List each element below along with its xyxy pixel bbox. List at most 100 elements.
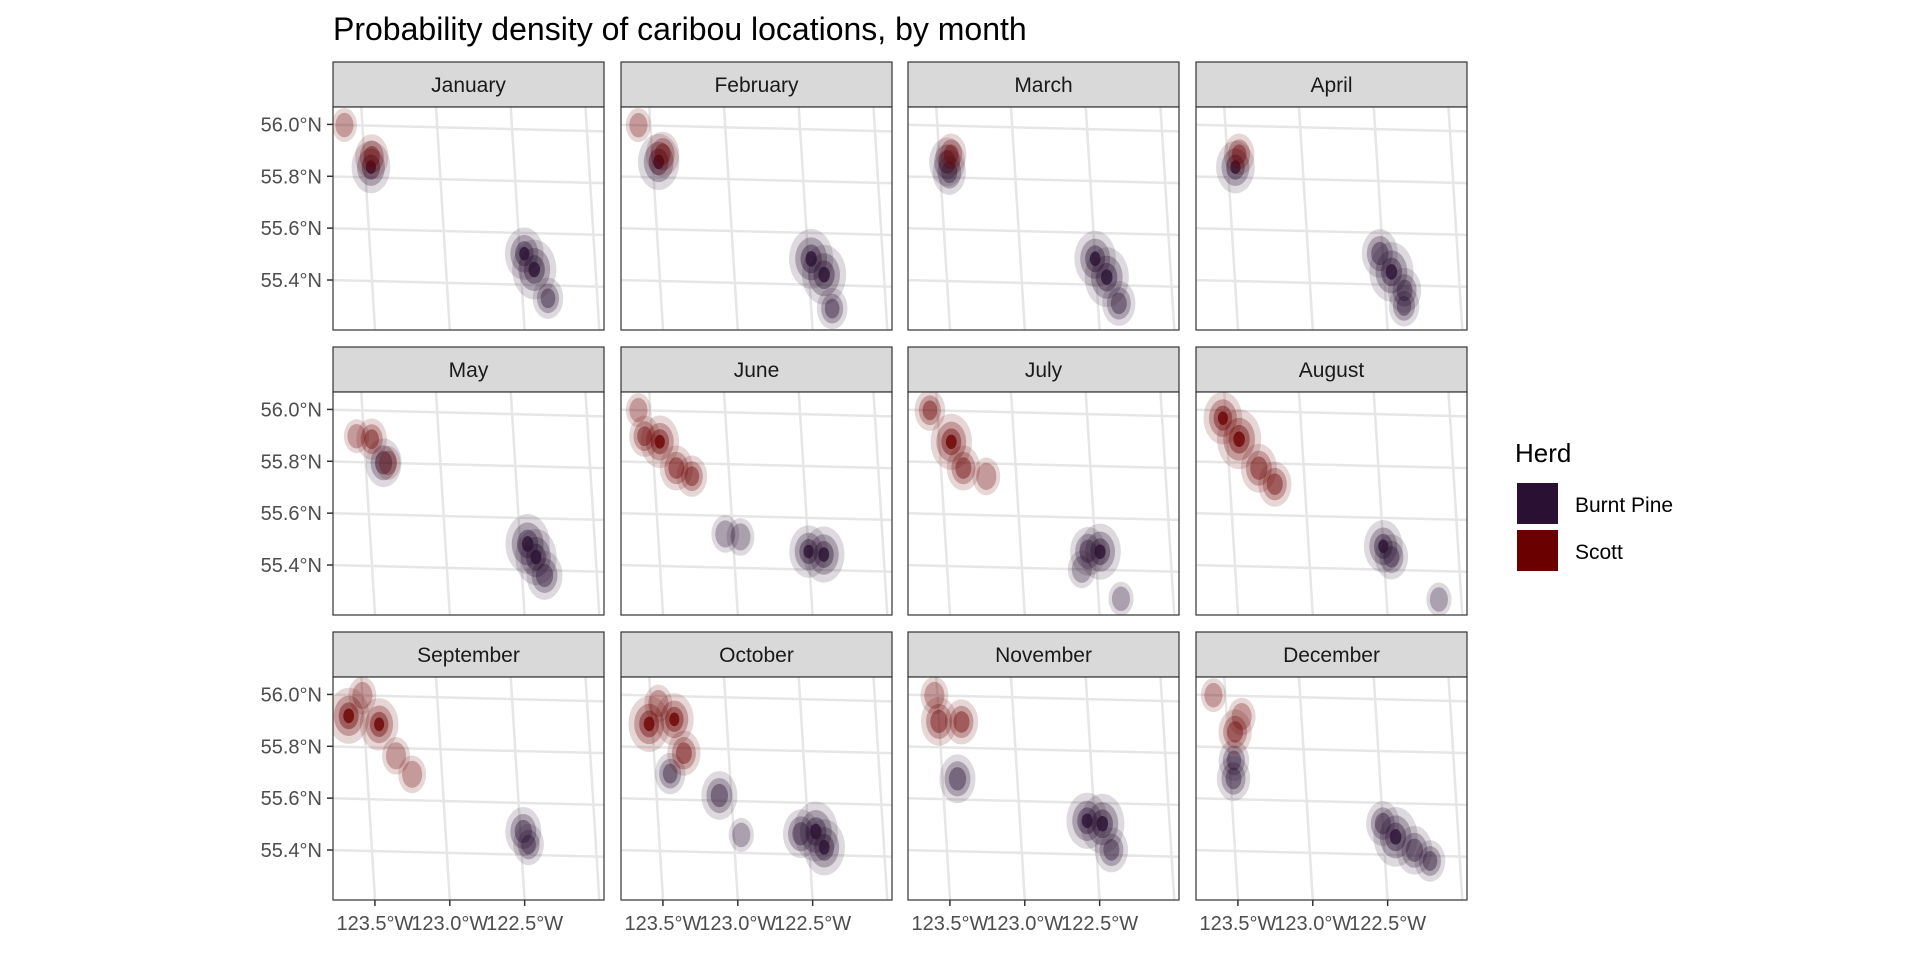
graticule-meridian (584, 677, 601, 900)
density-contour-scott (398, 755, 427, 794)
facet-label: October (719, 644, 794, 667)
graticule-parallel (333, 460, 604, 470)
panel-border (332, 676, 605, 901)
panel-border (907, 676, 1180, 901)
graticule-parallel (1196, 563, 1467, 573)
facet-panel-january: January 56.0°N 55.8°N 55.6°N 55.4°N (261, 61, 605, 331)
graticule-meridian (434, 677, 452, 900)
graticule-parallel (333, 512, 604, 522)
density-contour-burnt-pine (370, 445, 397, 481)
density-contour-burnt-pine (726, 518, 755, 556)
density-contour-scott (940, 139, 963, 170)
density-contour-scott (1227, 697, 1256, 736)
panel-border (620, 391, 893, 616)
density-contour-scott (955, 457, 972, 479)
facet-strip (907, 61, 1180, 108)
density-contour-burnt-pine (1221, 762, 1246, 795)
graticule-parallel (561, 900, 952, 910)
graticule-parallel (333, 693, 604, 703)
density-contour-scott (363, 145, 380, 168)
graticule-meridian (797, 677, 814, 900)
facet-label: March (1014, 74, 1072, 97)
density-contour-scott (1258, 461, 1292, 507)
density-contour-burnt-pine (948, 767, 967, 791)
density-contour-burnt-pine (519, 246, 530, 261)
x-tick-label: 122.5°W (1349, 913, 1426, 935)
graticule-parallel (621, 563, 892, 573)
graticule-meridian (434, 392, 452, 615)
density-contour-scott (347, 423, 366, 449)
graticule-meridian (1009, 392, 1027, 615)
x-tick-label: 123.0°W (699, 913, 776, 935)
facet-panel-july: July (907, 346, 1180, 616)
panel-background (908, 677, 1179, 900)
density-contour-scott (385, 742, 407, 770)
facet-label: May (449, 359, 489, 382)
density-contour-burnt-pine (803, 544, 814, 559)
density-contour-burnt-pine (732, 822, 751, 848)
panel-background (908, 392, 1179, 615)
facet-panel-february: February (620, 61, 893, 331)
density-contour-scott (667, 730, 701, 776)
y-tick-label: 55.4°N (261, 270, 322, 292)
graticule-parallel (273, 615, 664, 625)
density-contour-scott (1200, 678, 1226, 713)
density-contour-scott (629, 397, 648, 423)
graticule-parallel (1136, 330, 1527, 340)
density-contour-burnt-pine (1216, 755, 1251, 802)
density-contour-scott (1250, 456, 1268, 480)
density-contour-burnt-pine (653, 154, 665, 170)
graticule-parallel (908, 848, 1179, 858)
density-contour-scott (924, 681, 945, 709)
density-contour-burnt-pine (1099, 833, 1124, 867)
density-contour-scott (382, 736, 410, 775)
graticule-parallel (333, 123, 604, 133)
facet-panel-september: September 56.0°N 55.8°N 55.6°N 55.4°N 123.5°W… (261, 631, 605, 935)
y-tick-label: 55.8°N (261, 451, 322, 473)
density-contour-scott (402, 760, 423, 788)
graticule-meridian (1447, 392, 1464, 615)
graticule-meridian (722, 677, 740, 900)
graticule-meridian (1372, 107, 1389, 330)
density-contour-burnt-pine (1225, 767, 1242, 790)
density-contour-burnt-pine (1387, 267, 1422, 313)
density-contour-burnt-pine (1396, 825, 1433, 875)
density-contour-scott (664, 451, 689, 485)
x-tick-label: 123.0°W (986, 913, 1063, 935)
x-tick-label: 123.0°W (411, 913, 488, 935)
density-contour-burnt-pine (1101, 269, 1113, 285)
density-contour-scott (343, 708, 355, 724)
density-contour-scott (926, 703, 952, 739)
graticule-parallel (333, 175, 604, 185)
facet-strip (907, 631, 1180, 678)
legend-swatch-burnt-pine (1517, 483, 1558, 524)
graticule-meridian (509, 107, 526, 330)
density-contour-burnt-pine (654, 752, 686, 795)
panel-border (332, 106, 605, 331)
y-tick-label: 56.0°N (261, 684, 322, 706)
density-contour-burnt-pine (934, 144, 961, 180)
facet-label: November (995, 644, 1092, 667)
y-tick-label: 55.6°N (261, 218, 322, 240)
density-contour-burnt-pine (944, 761, 971, 797)
density-contour-burnt-pine (939, 754, 976, 804)
graticule-parallel (848, 330, 1239, 340)
panel-background (621, 677, 892, 900)
facet-strip (620, 346, 893, 393)
density-contour-burnt-pine (1103, 839, 1120, 861)
density-contour-burnt-pine (535, 563, 554, 588)
density-contour-burnt-pine (821, 293, 844, 324)
graticule-parallel (1196, 175, 1467, 185)
facet-label: September (417, 644, 520, 667)
density-contour-burnt-pine (1392, 290, 1416, 321)
graticule-meridian (797, 392, 814, 615)
density-contour-burnt-pine (521, 834, 536, 855)
density-contour-burnt-pine (792, 822, 810, 846)
density-contour-scott (946, 445, 981, 491)
density-contour-burnt-pine (526, 551, 563, 600)
density-contour-burnt-pine (937, 156, 962, 189)
graticule-parallel (848, 900, 1239, 910)
density-contour-burnt-pine (514, 819, 532, 844)
density-contour-burnt-pine (1070, 526, 1107, 576)
y-tick-label: 55.8°N (261, 166, 322, 188)
